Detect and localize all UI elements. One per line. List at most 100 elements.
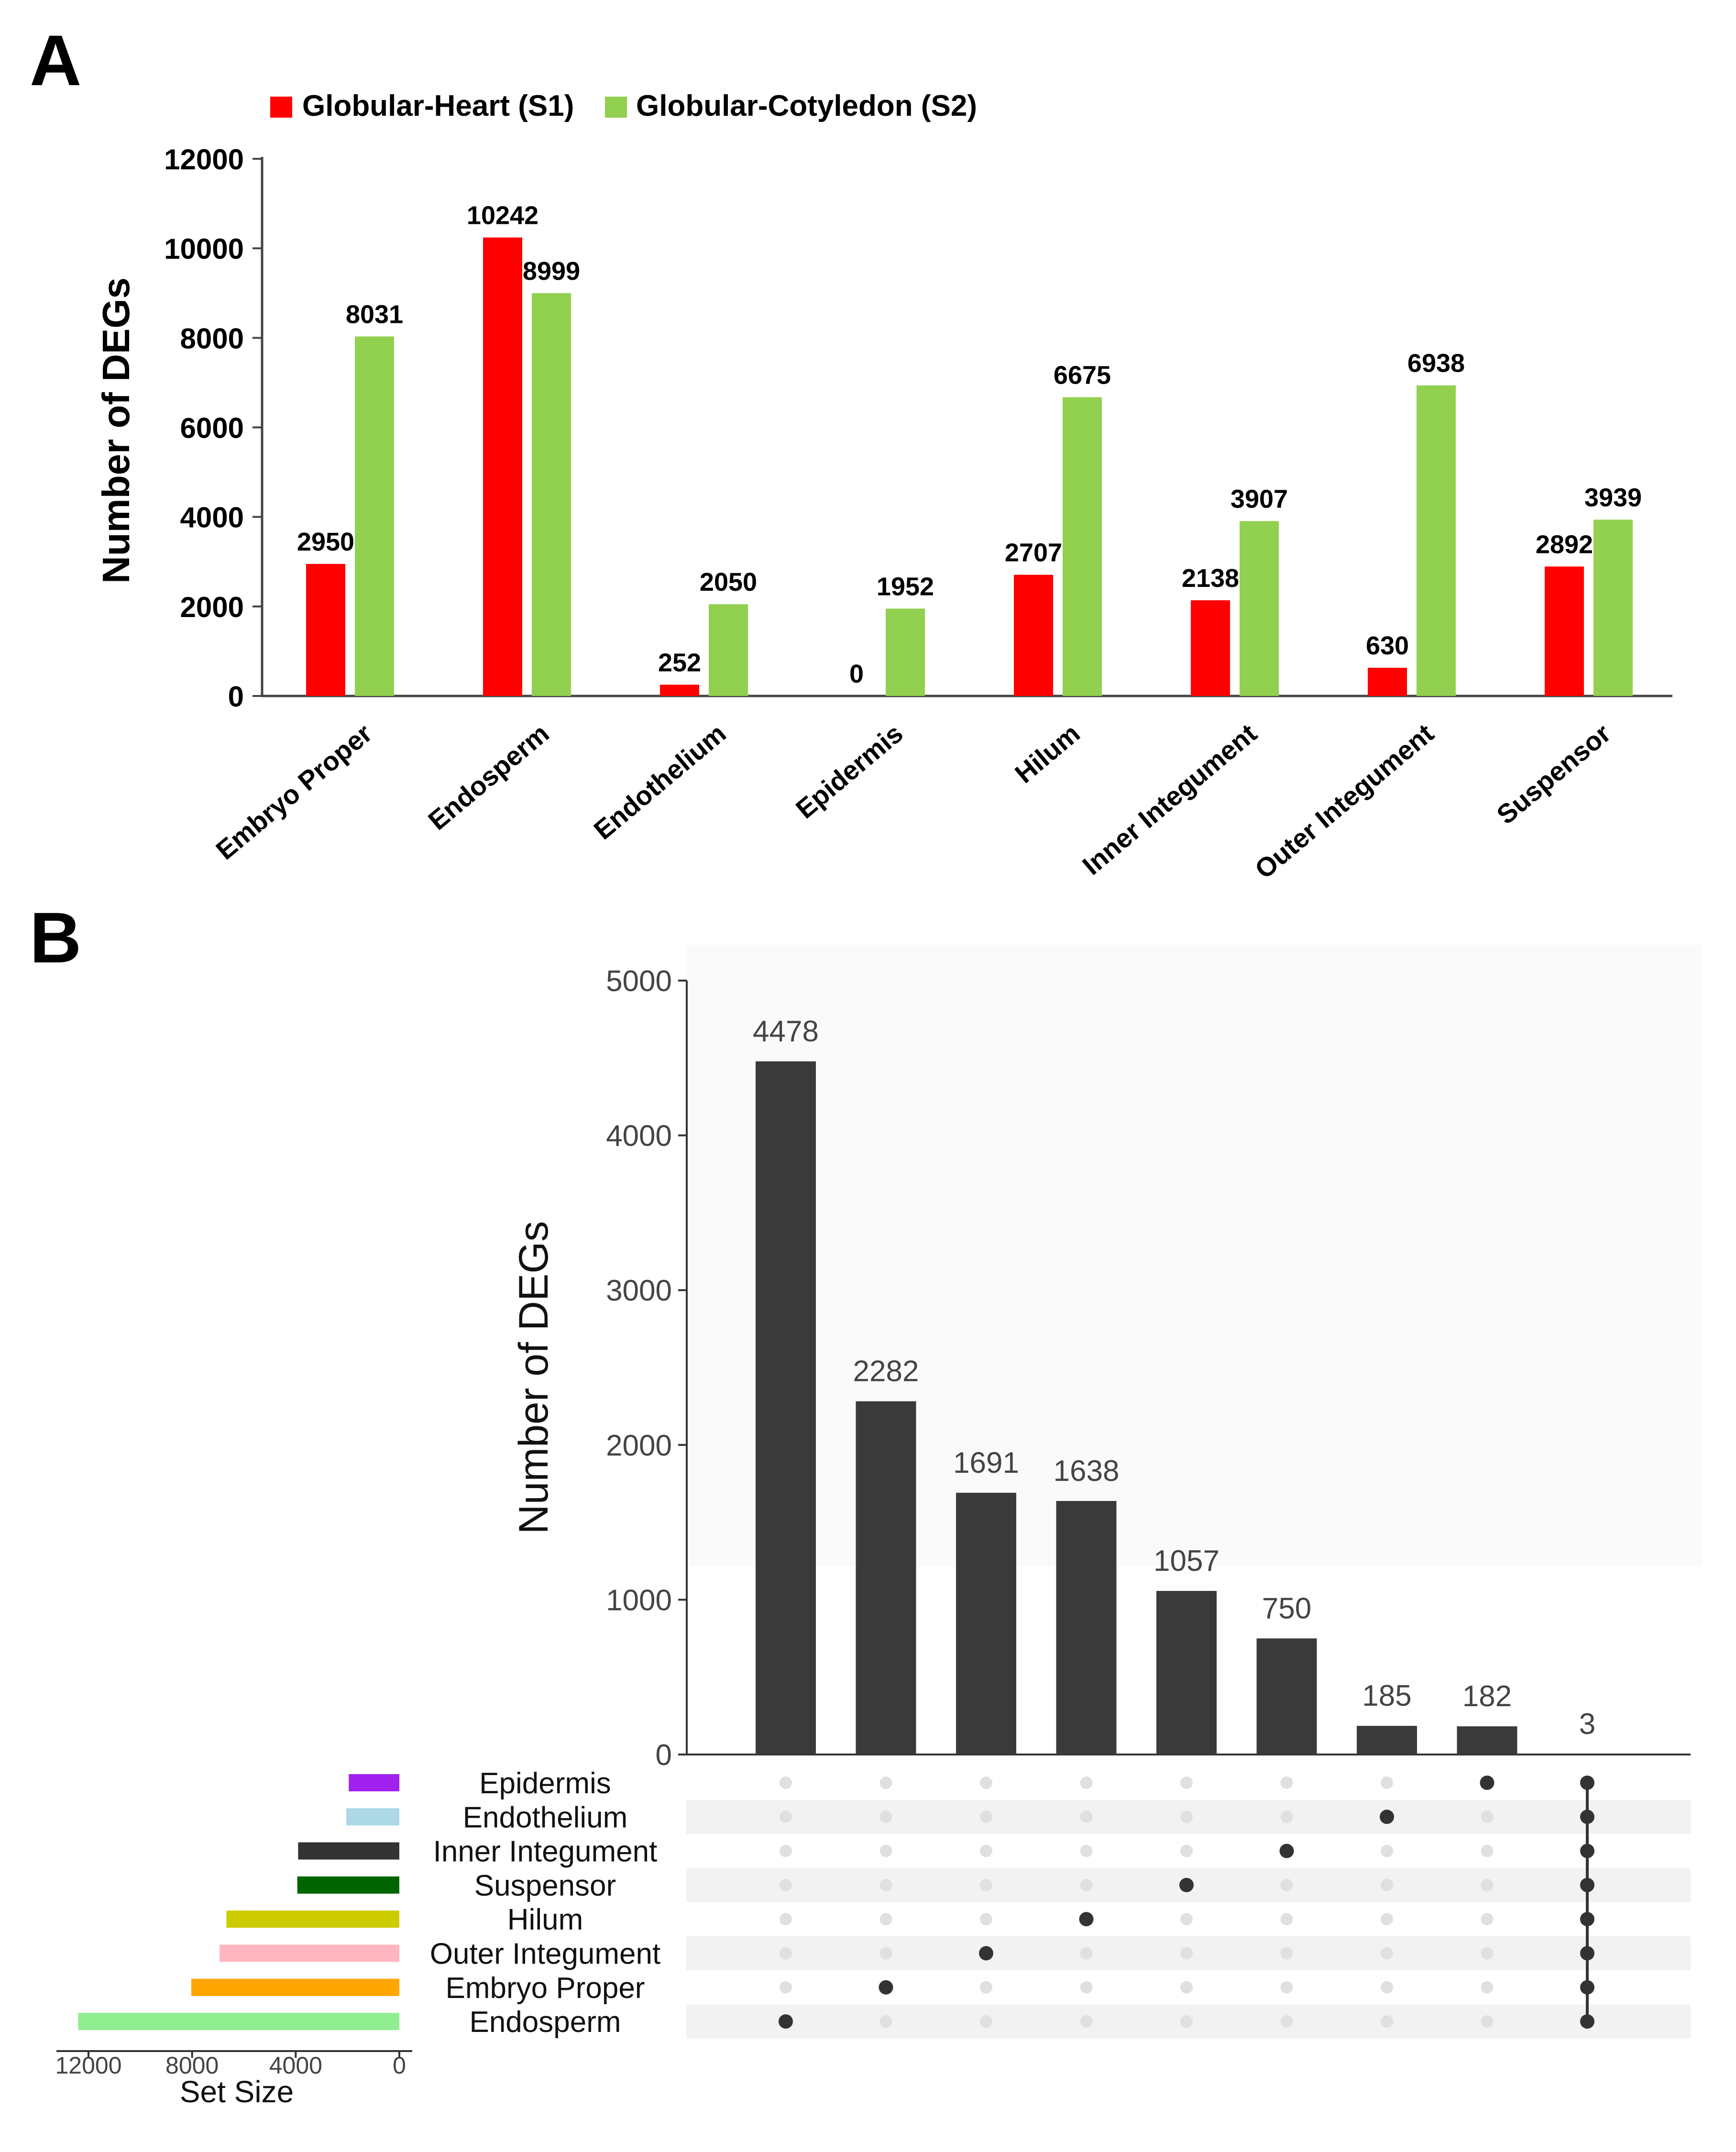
a-bar-s1	[1191, 600, 1230, 696]
b-matrix-dot-empty	[1381, 1777, 1393, 1789]
a-xtick-label: Epidermis	[790, 718, 909, 824]
b-matrix-dot-empty	[879, 1810, 892, 1823]
b-set-size-bar	[220, 1944, 399, 1962]
a-data-label: 3939	[1584, 483, 1642, 512]
b-bar-label: 182	[1462, 1680, 1512, 1713]
a-bar-s1	[483, 237, 522, 696]
a-data-label: 2707	[1005, 539, 1062, 567]
b-matrix-dot-filled	[1580, 1810, 1594, 1824]
b-matrix-dot-empty	[780, 1777, 792, 1789]
b-intersection-bar	[1256, 1638, 1317, 1755]
b-set-name: Hilum	[507, 1903, 583, 1936]
b-bar-label: 185	[1362, 1679, 1411, 1712]
b-matrix-dot-empty	[1481, 1878, 1494, 1891]
a-bar-s2	[532, 293, 571, 696]
b-intersection-bar	[1457, 1726, 1517, 1755]
b-matrix-dot-empty	[780, 1844, 792, 1857]
b-matrix-dot-filled	[1580, 1912, 1594, 1927]
b-set-name: Embryo Proper	[446, 1972, 645, 2005]
b-matrix-dot-empty	[780, 1810, 792, 1823]
a-xtick-label: Suspensor	[1491, 718, 1616, 830]
b-set-size-bar	[297, 1876, 399, 1894]
b-matrix-dot-filled	[1480, 1776, 1494, 1790]
b-set-name: Epidermis	[479, 1767, 611, 1800]
b-ytick-label: 2000	[606, 1429, 672, 1462]
a-xtick-label: Hilum	[1009, 718, 1086, 789]
a-data-label: 2050	[700, 568, 757, 596]
a-data-label: 10242	[467, 201, 538, 230]
b-matrix-dot-empty	[1481, 1810, 1494, 1823]
b-matrix-dot-empty	[879, 1878, 892, 1891]
b-bar-label: 4478	[753, 1015, 819, 1048]
b-matrix-dot-empty	[980, 1878, 992, 1891]
b-intersection-bar	[756, 1061, 816, 1755]
b-bar-label: 1638	[1054, 1455, 1120, 1488]
b-matrix-dot-filled	[1580, 1946, 1594, 1961]
panel-a-label: A	[30, 20, 81, 100]
b-matrix-dot-filled	[879, 1980, 893, 1995]
b-matrix-dot-filled	[1580, 1877, 1594, 1892]
a-ytick-label: 2000	[180, 591, 244, 623]
b-set-size-bar	[298, 1842, 399, 1860]
b-matrix-dot-empty	[879, 2015, 892, 2028]
b-matrix-dot-empty	[1080, 1777, 1093, 1789]
b-set-name: Inner Integument	[433, 1835, 658, 1868]
a-data-label: 3907	[1231, 485, 1288, 513]
b-matrix-dot-empty	[1180, 1913, 1193, 1926]
b-matrix-dot-filled	[1580, 2014, 1594, 2029]
a-xtick-label: Inner Integument	[1077, 718, 1262, 881]
b-matrix-dot-empty	[1481, 2015, 1494, 2028]
b-matrix-dot-filled	[979, 1946, 993, 1961]
b-matrix-dot-empty	[1080, 1947, 1093, 1960]
a-ytick-label: 0	[228, 681, 244, 713]
b-matrix-dot-empty	[1381, 1844, 1393, 1857]
b-matrix-dot-empty	[1180, 1981, 1193, 1994]
b-matrix-dot-empty	[1381, 1947, 1393, 1960]
b-intersection-bar	[956, 1492, 1016, 1755]
a-data-label: 252	[658, 648, 701, 677]
b-intersection-bar	[1056, 1501, 1117, 1755]
b-ytick-label: 4000	[606, 1120, 672, 1153]
b-matrix-dot-empty	[1080, 2015, 1093, 2028]
a-bar-s2	[886, 608, 925, 696]
b-set-name: Endothelium	[463, 1801, 628, 1834]
b-ytick-label: 3000	[606, 1274, 672, 1307]
b-matrix-dot-empty	[1180, 1844, 1193, 1857]
a-ytick-label: 6000	[180, 412, 244, 444]
a-bar-s1	[1368, 668, 1407, 696]
a-ytick-label: 10000	[164, 233, 244, 265]
b-matrix-dot-empty	[1180, 1810, 1193, 1823]
b-set-name: Endosperm	[469, 2006, 621, 2039]
set-size-tick-label: 4000	[269, 2052, 322, 2079]
b-set-size-bar	[226, 1910, 399, 1928]
legend-swatch-s1	[270, 97, 292, 118]
b-matrix-dot-empty	[1481, 1913, 1494, 1926]
legend-label-s2: Globular-Cotyledon (S2)	[636, 89, 977, 122]
b-matrix-dot-empty	[780, 1981, 792, 1994]
b-ytick-label: 1000	[606, 1584, 672, 1617]
a-xtick-label: Endosperm	[422, 718, 554, 836]
a-xtick-label: Embryo Proper	[210, 718, 377, 865]
a-xtick-label: Outer Integument	[1249, 718, 1439, 884]
b-matrix-dot-empty	[980, 1777, 992, 1789]
b-set-size-bar	[78, 2013, 400, 2031]
b-intersection-bar	[856, 1401, 916, 1755]
a-data-label: 1952	[877, 572, 934, 601]
b-matrix-dot-empty	[1080, 1844, 1093, 1857]
b-y-axis-title: Number of DEGs	[511, 1221, 557, 1534]
a-data-label: 2892	[1536, 530, 1593, 559]
a-data-label: 8999	[523, 257, 580, 286]
b-matrix-dot-empty	[980, 1844, 992, 1857]
b-matrix-dot-empty	[1381, 1981, 1393, 1994]
a-bar-s1	[1014, 574, 1053, 696]
b-matrix-dot-empty	[1280, 1878, 1293, 1891]
b-matrix-dot-filled	[1079, 1912, 1094, 1927]
b-set-size-bar	[191, 1978, 399, 1996]
b-matrix-dot-empty	[980, 1981, 992, 1994]
b-matrix-dot-empty	[780, 1947, 792, 1960]
b-intersection-bar	[1156, 1590, 1217, 1755]
set-size-tick-label: 0	[393, 2052, 406, 2079]
b-matrix-dot-filled	[1279, 1843, 1294, 1858]
set-size-tick-label: 12000	[55, 2052, 121, 2079]
